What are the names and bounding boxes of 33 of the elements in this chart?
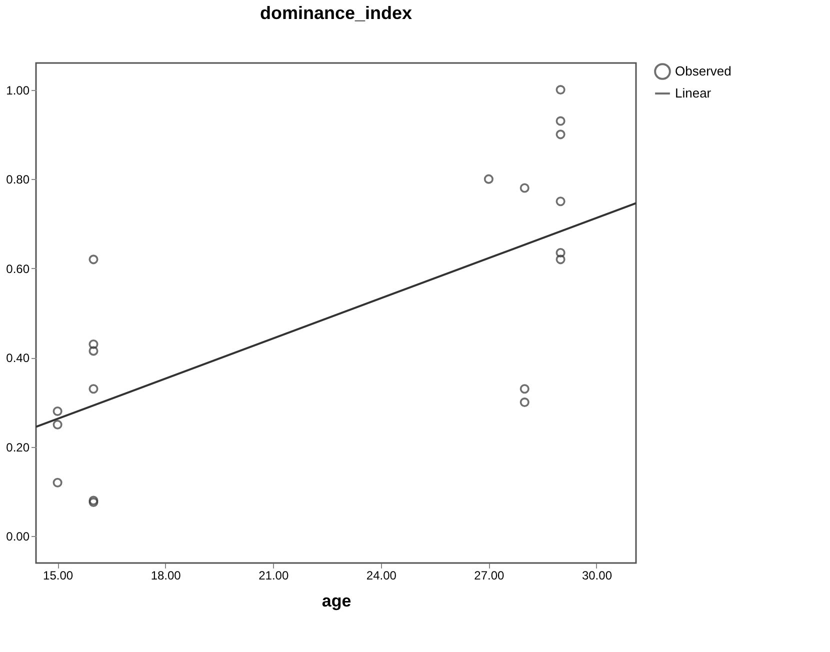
point: [88, 346, 98, 356]
point: [556, 254, 566, 264]
legend-label: Observed: [675, 64, 732, 78]
x-tick-label: 21.00: [258, 568, 289, 582]
x-tick-label: 24.00: [366, 568, 397, 582]
y-tick-label: 0.60: [6, 262, 30, 276]
point: [484, 174, 494, 184]
point: [556, 196, 566, 206]
point: [52, 478, 62, 488]
point: [520, 384, 530, 394]
x-tick-label: 18.00: [150, 568, 182, 582]
chart-title: dominance_index: [260, 3, 412, 23]
x-axis-title: age: [322, 592, 352, 610]
point: [88, 339, 98, 350]
point: [88, 254, 98, 264]
x-tick-label: 30.00: [582, 568, 612, 582]
point: [52, 420, 62, 430]
point: [556, 116, 566, 126]
legend-label: Linear: [675, 86, 712, 100]
x-tick-label: 15.00: [43, 568, 74, 582]
point: [52, 406, 62, 416]
point: [556, 130, 566, 140]
point: [556, 248, 566, 258]
y-tick-label: 1.00: [6, 83, 30, 98]
y-tick-label: 0.00: [6, 530, 30, 544]
y-tick-label: 0.20: [6, 440, 30, 454]
y-tick-label: 0.40: [6, 351, 30, 366]
point: [520, 183, 530, 193]
point: [520, 398, 530, 408]
point: [88, 384, 98, 394]
x-tick-label: 27.00: [474, 568, 505, 582]
y-tick-label: 0.80: [6, 172, 30, 187]
point: [556, 85, 566, 95]
